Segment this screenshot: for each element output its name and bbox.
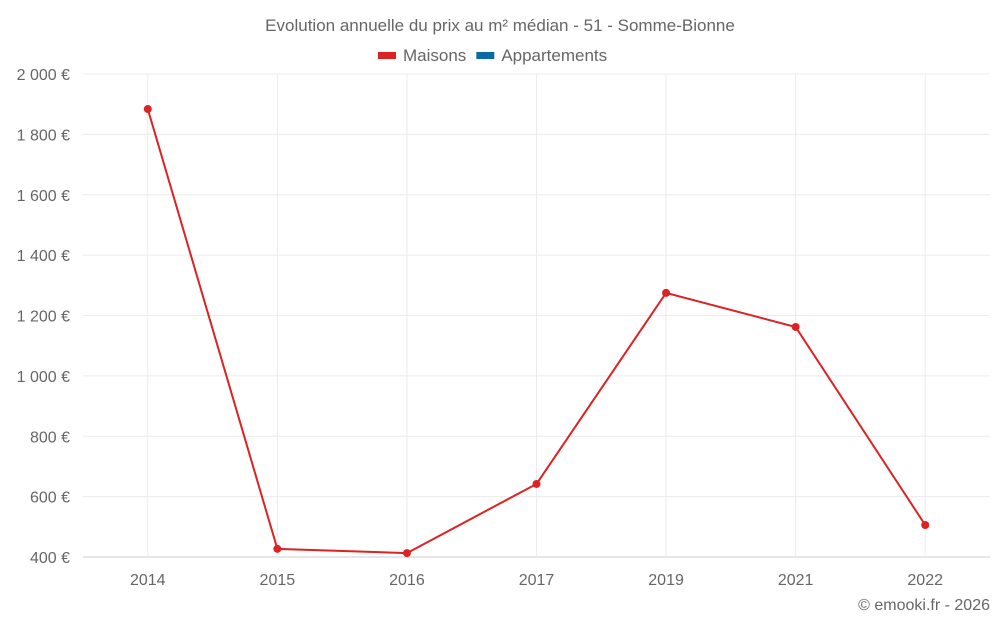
y-tick-label: 1 600 € — [17, 188, 70, 205]
chart-title: Evolution annuelle du prix au m² médian … — [265, 16, 735, 35]
y-tick-label: 1 400 € — [17, 248, 70, 265]
legend-swatch-maisons — [378, 52, 396, 59]
grid — [83, 73, 990, 558]
y-axis: 400 € 600 € 800 € 1 000 € 1 200 € 1 400 € 1 60… — [17, 67, 70, 567]
data-point — [791, 322, 800, 331]
data-point — [921, 521, 930, 530]
data-point — [273, 544, 282, 553]
y-tick-label: 1 200 € — [17, 309, 70, 326]
x-tick-label: 2014 — [130, 572, 166, 589]
y-tick-label: 800 € — [30, 429, 70, 446]
legend: Maisons Appartements — [378, 46, 607, 65]
legend-swatch-appartements — [476, 52, 495, 59]
x-tick-label: 2015 — [260, 572, 296, 589]
data-point — [402, 549, 411, 558]
x-axis: 2014 2015 2016 2017 2019 2021 2022 — [130, 572, 943, 589]
legend-label: Maisons — [403, 46, 466, 65]
data-point — [532, 479, 541, 488]
y-tick-label: 2 000 € — [17, 67, 70, 84]
x-tick-label: 2019 — [648, 572, 684, 589]
credit: © emooki.fr - 2026 — [858, 597, 990, 614]
x-tick-label: 2022 — [907, 572, 943, 589]
y-tick-label: 1 800 € — [17, 127, 70, 144]
series — [143, 105, 930, 558]
data-point — [662, 288, 671, 297]
y-tick-label: 400 € — [30, 550, 70, 567]
x-tick-label: 2017 — [519, 572, 555, 589]
y-tick-label: 600 € — [30, 490, 70, 507]
x-tick-label: 2021 — [778, 572, 814, 589]
y-tick-label: 1 000 € — [17, 369, 70, 386]
x-tick-label: 2016 — [389, 572, 425, 589]
data-point — [143, 105, 152, 114]
legend-label: Appartements — [501, 46, 607, 65]
